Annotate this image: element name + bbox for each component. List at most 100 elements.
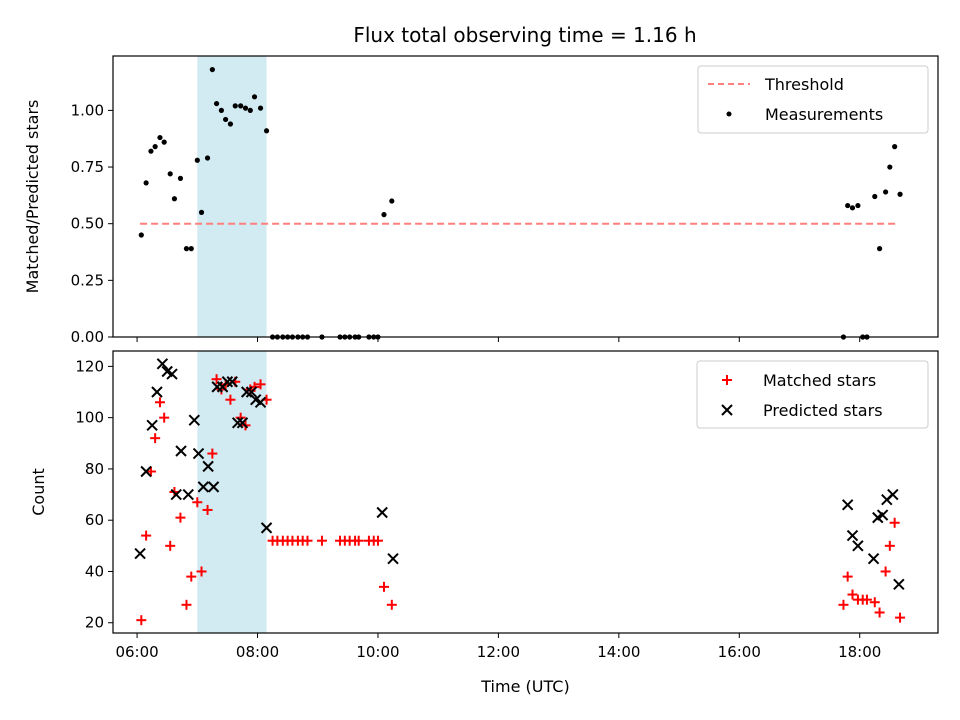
measurement-point [177,175,184,181]
matched-star-point [861,594,872,605]
legend-cross-mark [721,404,733,416]
matched-star-point [150,433,161,444]
legend-bottom: Matched stars Predicted stars [696,360,929,429]
predicted-star-point [182,488,194,501]
matched-star-point [145,466,156,477]
cross-stroke [226,376,238,388]
matched-star-point [225,394,236,405]
legend-matched-swatch [722,375,732,385]
measurement-point [204,155,211,161]
measurement-point [213,100,220,107]
measurement-point [242,105,249,111]
measurement-point [876,246,883,252]
y-tick-label: 80 [85,460,104,478]
cross-stroke [846,529,859,542]
measurement-point [845,202,851,209]
measurement-point [238,103,244,109]
measurement-point [161,139,167,145]
predicted-star-point [376,506,388,519]
predicted-star-point [893,578,905,590]
measurement-point [251,94,258,100]
predicted-star-point [254,396,267,408]
y-tick-label: 120 [75,357,104,375]
matched-star-point [372,535,383,546]
measurement-point [892,144,898,150]
predicted-star-point [192,447,205,460]
matched-star-point [181,599,192,610]
predicted-star-point [231,417,244,429]
y-tick-label: 0.75 [71,158,104,176]
cross-stroke [134,547,146,560]
predicted-stars-points [134,358,905,590]
cross-stroke [236,417,249,429]
measurement-point [872,193,878,200]
matched-star-point [316,535,327,546]
measurement-point [188,246,194,252]
matched-star-point [192,497,203,508]
matched-star-point [136,615,147,626]
cross-stroke [841,499,854,511]
matched-star-point [302,535,313,546]
matched-star-point [842,571,853,582]
panel-ratio: 0.00 0.25 0.50 0.75 1.00 Matched/Predicted s… [23,55,939,346]
y-tick-label: 60 [85,511,104,529]
measurement-point [381,212,387,218]
legend-threshold-label: Threshold [764,75,844,94]
legend-matched-label: Matched stars [763,371,876,390]
y-ticks-bottom: 20 40 60 80 100 120 [75,357,113,632]
y-axis-label-bottom: Count [29,468,48,516]
cross-stroke [188,414,201,426]
matched-star-point [847,589,858,600]
x-axis-label: Time (UTC) [480,677,569,696]
x-tick-label: 06:00 [115,643,158,661]
measurement-point [171,196,178,202]
panel-count: 20 40 60 80 100 120 06:00 08:00 10:00 12:00 14:00… [29,350,939,696]
predicted-star-point [221,376,234,388]
matched-star-point [175,512,186,523]
measurement-point [194,157,200,163]
cross-stroke [876,509,889,521]
y-tick-label: 0.25 [71,271,104,289]
legend-box-top [697,65,929,134]
cross-stroke [207,481,220,493]
predicted-star-point [226,376,238,388]
cross-stroke [250,394,262,406]
cross-stroke [721,404,733,416]
predicted-star-point [887,488,899,501]
matched-star-point [141,530,152,541]
predicted-star-point [846,529,859,542]
matched-star-point [378,581,389,592]
x-tick-label: 16:00 [718,643,761,661]
cross-stroke [231,417,244,429]
chart-title: Flux total observing time = 1.16 h [353,23,696,47]
y-ticks-top: 0.00 0.25 0.50 0.75 1.00 [71,101,113,346]
cross-stroke [240,386,253,398]
matched-star-point [880,566,891,577]
y-tick-label: 0.00 [71,328,104,346]
cross-stroke [254,396,267,408]
predicted-star-point [134,547,146,560]
measurement-point [263,128,270,134]
x-tick-label: 14:00 [597,643,640,661]
axes-frame-bottom [112,350,939,634]
y-tick-label: 1.00 [71,101,104,119]
predicted-star-point [188,414,201,426]
predicted-star-point [852,540,864,552]
cross-stroke [245,386,258,398]
matched-star-point [869,597,880,608]
cross-stroke [192,447,205,460]
measurement-point [152,144,158,150]
measurement-point [223,116,229,123]
measurement-point [138,232,144,238]
predicted-star-point [876,509,889,521]
legend-measurements-label: Measurements [765,105,883,124]
measurement-point [247,107,253,113]
x-ticks-bottom: 06:00 08:00 10:00 12:00 14:00 16:00 18:00 [115,633,881,661]
matched-star-point [207,448,218,459]
cross-stroke [887,488,899,501]
legend-predicted-label: Predicted stars [763,401,883,420]
legend-plus-mark [722,375,732,385]
predicted-star-point [240,386,253,398]
measurement-point [167,171,173,177]
predicted-star-point [170,488,182,501]
